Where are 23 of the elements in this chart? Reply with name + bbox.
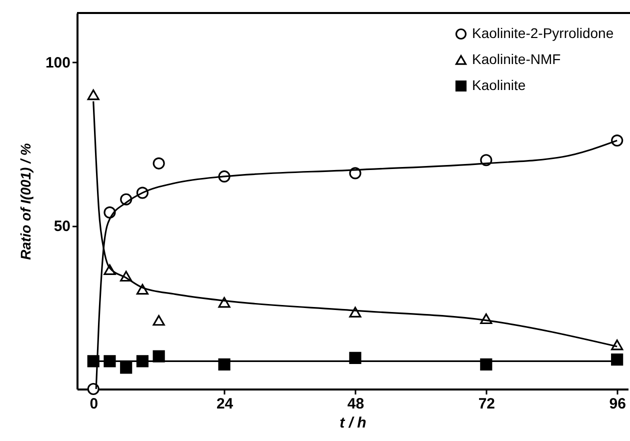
x-tick-label: 0 xyxy=(90,396,98,412)
point xyxy=(87,89,100,100)
point xyxy=(152,315,165,326)
x-tick-label: 72 xyxy=(478,396,495,412)
legend-label: Kaolinite-NMF xyxy=(472,51,561,67)
point xyxy=(136,355,149,368)
x-tick-label: 48 xyxy=(347,396,364,412)
legend-label: Kaolinite xyxy=(472,77,526,93)
point xyxy=(87,382,100,396)
point xyxy=(611,354,624,366)
x-tick-label: 24 xyxy=(216,396,234,412)
point xyxy=(611,134,624,147)
legend-label: Kaolinite-2-Pyrrolidone xyxy=(472,25,614,41)
point xyxy=(104,355,116,368)
point xyxy=(349,352,362,364)
y-tick-label: 100 xyxy=(45,54,70,72)
y-axis-title: Ratio of I(001) / % xyxy=(17,142,34,260)
y-tick-label: 50 xyxy=(54,218,70,236)
x-tick-label: 96 xyxy=(609,396,626,412)
point xyxy=(120,362,132,374)
point xyxy=(611,340,624,350)
x-axis-title: t / h xyxy=(340,414,366,432)
point xyxy=(152,157,165,170)
